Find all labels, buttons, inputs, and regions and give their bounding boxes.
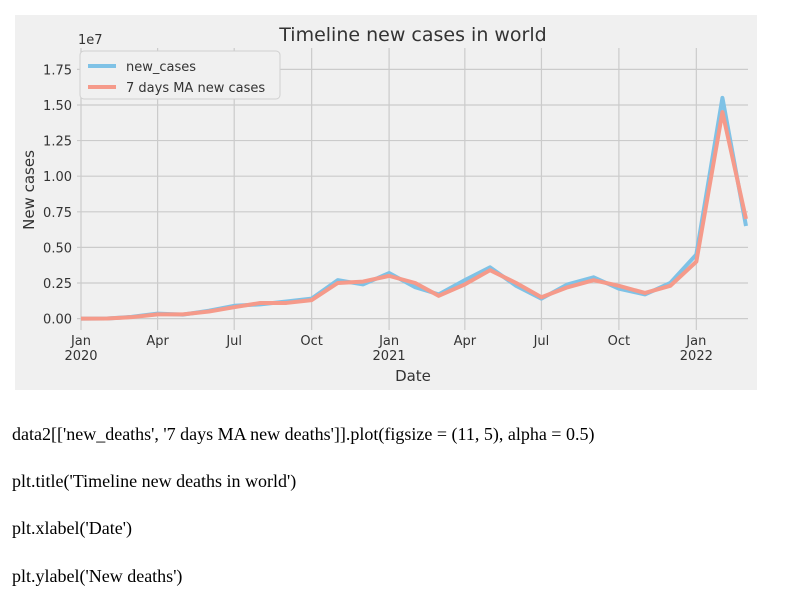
x-tick-label: Jul <box>225 334 242 349</box>
y-tick-label: 0.25 <box>43 277 72 292</box>
legend-label: 7 days MA new cases <box>126 81 265 96</box>
grid: 0.00 0.25 0.50 0.75 1.00 1.25 1.50 1.75 Jan 2020 A… <box>43 48 748 364</box>
y-tick-label: 0.75 <box>43 206 72 221</box>
code-line: data2[['new_deaths', '7 days MA new deat… <box>12 424 595 444</box>
y-tick-label: 1.50 <box>43 99 72 114</box>
y-tick-label: 1.00 <box>43 170 72 185</box>
x-tick-label: Oct <box>300 334 322 349</box>
chart: Timeline new cases in world 1e7 New case… <box>15 15 757 390</box>
axis-offset: 1e7 <box>78 33 103 48</box>
y-tick-label: 1.25 <box>43 135 72 150</box>
plot <box>80 95 748 321</box>
legend: new_cases 7 days MA new cases <box>79 50 281 100</box>
x-tick-label: Oct <box>608 334 630 349</box>
code-line: plt.xlabel('Date') <box>12 518 132 538</box>
y-tick-label: 0.50 <box>43 241 72 256</box>
series-line <box>80 110 748 321</box>
x-tick-label: Jan 2022 <box>680 334 713 364</box>
x-axis-label: Date <box>395 367 431 385</box>
x-tick-label: Apr <box>146 334 169 349</box>
y-axis-label: New cases <box>20 150 38 230</box>
chart-title: Timeline new cases in world <box>278 24 546 46</box>
x-tick-label: Apr <box>454 334 477 349</box>
x-tick-label: Jan 2020 <box>64 334 97 364</box>
legend-label: new_cases <box>126 60 196 75</box>
x-tick-label: Jan 2021 <box>373 334 406 364</box>
y-tick-label: 0.00 <box>43 313 72 328</box>
x-tick-label: Jul <box>533 334 550 349</box>
code-line: plt.ylabel('New deaths') <box>12 566 183 586</box>
y-tick-label: 1.75 <box>43 63 72 78</box>
code-line: plt.title('Timeline new deaths in world'… <box>12 471 297 491</box>
legend-box <box>79 50 281 100</box>
